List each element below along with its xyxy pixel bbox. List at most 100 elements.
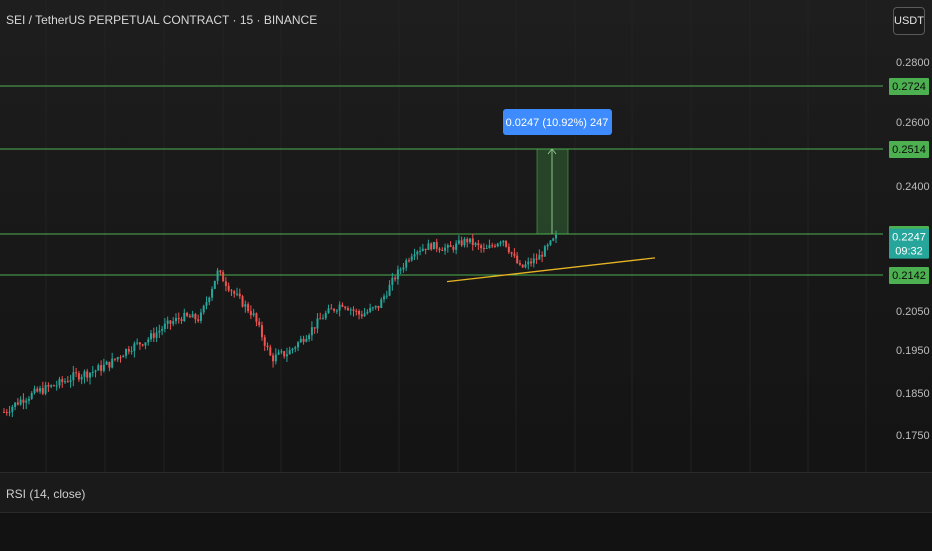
- candle-body: [111, 358, 114, 368]
- y-axis-tick-label: 0.1950: [896, 345, 930, 357]
- candle-body: [510, 252, 513, 254]
- candle-body: [477, 243, 480, 246]
- candle-body: [485, 247, 488, 249]
- candle-body: [383, 296, 386, 300]
- candle-body: [77, 373, 80, 380]
- candle-body: [432, 242, 435, 250]
- candle-body: [255, 313, 258, 322]
- candle-body: [161, 328, 164, 331]
- candle-body: [238, 293, 241, 297]
- candle-body: [480, 245, 483, 249]
- candle-body: [260, 325, 263, 338]
- currency-button[interactable]: USDT: [893, 7, 925, 35]
- candle-body: [457, 240, 460, 244]
- candle-body: [191, 314, 194, 318]
- candle-body: [64, 381, 67, 383]
- candle-body: [205, 302, 208, 306]
- candle-body: [16, 402, 19, 405]
- candle-body: [180, 319, 183, 321]
- candle-body: [130, 351, 133, 353]
- candle-body: [444, 247, 447, 251]
- current-price-label: 0.2247: [892, 232, 926, 244]
- candle-body: [366, 311, 369, 314]
- candle-body: [324, 312, 327, 319]
- candle-body: [97, 365, 100, 371]
- candle-body: [136, 342, 139, 344]
- candle-body: [272, 355, 275, 362]
- candle-body: [391, 277, 394, 285]
- candle-body: [88, 372, 91, 378]
- candle-body: [521, 264, 524, 268]
- candle-body: [552, 238, 555, 241]
- candle-body: [532, 258, 535, 264]
- candle-body: [488, 245, 491, 248]
- candle-body: [113, 358, 116, 360]
- candle-body: [327, 308, 330, 313]
- candle-body: [244, 304, 247, 307]
- y-axis-tick-label: 0.2050: [896, 306, 930, 318]
- trendline[interactable]: [446, 257, 656, 283]
- candle-body: [555, 234, 557, 239]
- candle-body: [100, 365, 103, 371]
- candle-body: [335, 310, 338, 312]
- candle-body: [177, 318, 180, 320]
- candle-body: [216, 270, 219, 281]
- candle-body: [266, 345, 269, 348]
- candle-body: [363, 313, 366, 317]
- candle-body: [263, 337, 266, 346]
- candle-body: [441, 250, 444, 252]
- candle-body: [308, 335, 311, 340]
- candle-body: [5, 411, 8, 413]
- candle-body: [421, 248, 424, 251]
- candle-body: [502, 240, 505, 243]
- candle-body: [75, 372, 78, 374]
- candle-body: [399, 269, 402, 271]
- candle-body: [224, 281, 227, 286]
- candle-body: [19, 399, 22, 405]
- candle-body: [144, 342, 147, 346]
- candle-body: [491, 245, 494, 247]
- candle-body: [341, 304, 344, 307]
- candle-body: [11, 406, 14, 412]
- candle-body: [496, 243, 499, 247]
- level-price-tag-label: 0.2514: [892, 144, 926, 156]
- y-axis-tick-label: 0.2400: [896, 181, 930, 193]
- time-axis[interactable]: [0, 512, 932, 551]
- candle-body: [338, 304, 341, 311]
- candle-body: [358, 310, 361, 315]
- candle-body: [252, 313, 255, 316]
- candle-body: [419, 250, 422, 252]
- candle-body: [413, 254, 416, 257]
- candle-body: [222, 272, 225, 282]
- candle-body: [14, 402, 17, 407]
- candle-body: [80, 376, 83, 380]
- candle-body: [27, 398, 30, 401]
- candle-body: [541, 254, 544, 257]
- rsi-pane[interactable]: [0, 472, 932, 513]
- candle-body: [208, 297, 211, 303]
- candle-body: [482, 248, 485, 250]
- candle-body: [469, 238, 472, 243]
- candle-body: [125, 348, 128, 356]
- level-price-tag: [889, 267, 929, 284]
- candle-body: [499, 242, 502, 244]
- candle-body: [166, 320, 169, 324]
- symbol-title: SEI / TetherUS PERPETUAL CONTRACT · 15 ·…: [6, 13, 318, 27]
- candle-body: [147, 339, 150, 343]
- candle-body: [183, 312, 186, 321]
- level-price-tag-label: 0.2142: [892, 270, 926, 282]
- candle-body: [302, 338, 305, 342]
- candle-body: [133, 343, 136, 352]
- candle-body: [169, 320, 172, 324]
- candle-body: [72, 372, 75, 381]
- candle-body: [66, 381, 69, 383]
- candle-body: [269, 347, 272, 356]
- candle-body: [299, 338, 302, 343]
- candle-body: [416, 251, 419, 255]
- candle-body: [516, 255, 519, 264]
- candle-body: [199, 312, 202, 321]
- candle-body: [305, 339, 308, 342]
- candle-body: [385, 295, 388, 297]
